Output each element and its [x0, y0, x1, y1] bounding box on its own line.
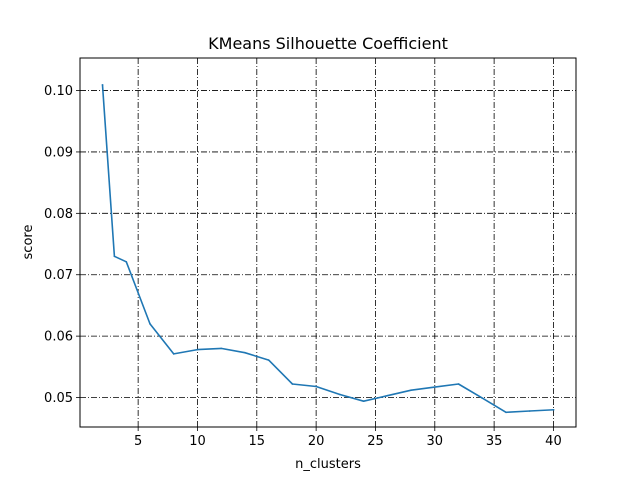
data-point	[101, 84, 104, 86]
series-layer	[101, 84, 555, 414]
y-tick-label: 0.07	[44, 268, 73, 283]
x-tick-label: 20	[308, 434, 325, 449]
data-point	[433, 386, 436, 388]
grid-lines	[80, 58, 576, 427]
x-tick-label: 40	[545, 434, 562, 449]
x-axis-ticks: 5 10 15 20 25 30 35 40	[134, 427, 562, 449]
x-tick-label: 5	[134, 434, 142, 449]
data-point	[267, 359, 270, 361]
x-tick-label: 15	[249, 434, 266, 449]
data-point	[481, 397, 484, 399]
x-tick-label: 30	[427, 434, 444, 449]
data-point	[196, 348, 199, 351]
data-point	[125, 261, 128, 263]
data-point	[220, 347, 223, 350]
y-tick-label: 0.06	[44, 330, 73, 345]
data-point	[172, 353, 175, 355]
plot-background	[80, 58, 576, 427]
data-point	[291, 383, 294, 385]
y-tick-label: 0.10	[44, 84, 73, 99]
data-point	[362, 400, 365, 403]
y-tick-label: 0.08	[44, 207, 73, 222]
data-point	[244, 351, 246, 354]
data-point	[552, 409, 555, 411]
y-tick-label: 0.09	[44, 145, 73, 160]
plot-frame	[79, 57, 577, 428]
y-tick-label: 0.05	[44, 391, 73, 406]
data-point	[113, 255, 116, 258]
y-axis-ticks: 0.05 0.06 0.07 0.08 0.09 0.10	[44, 84, 80, 406]
data-point	[315, 385, 317, 388]
x-tick-label: 10	[189, 434, 206, 449]
data-point	[528, 410, 531, 412]
data-point	[457, 383, 460, 385]
x-tick-label: 35	[486, 434, 503, 449]
chart-title: KMeans Silhouette Coefficient	[208, 34, 448, 53]
data-point	[149, 323, 151, 325]
data-point	[505, 411, 507, 414]
x-axis-label: n_clusters	[295, 457, 361, 472]
data-point	[410, 389, 412, 391]
x-tick-label: 25	[367, 434, 384, 449]
data-point	[386, 394, 389, 397]
data-point	[339, 393, 341, 396]
y-axis-label: score	[21, 225, 36, 260]
